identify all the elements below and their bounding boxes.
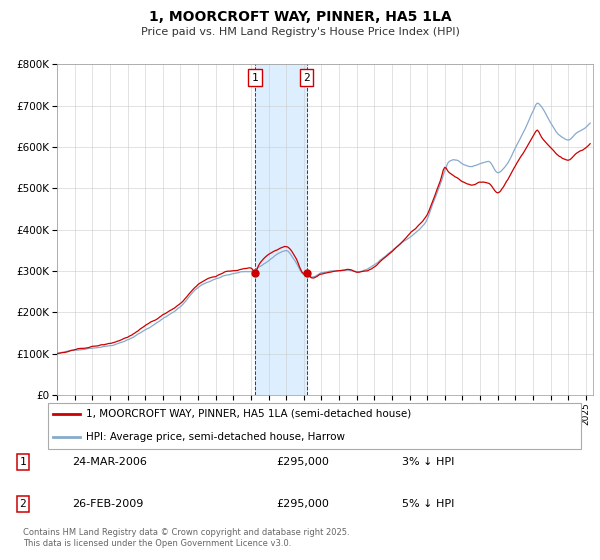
Text: HPI: Average price, semi-detached house, Harrow: HPI: Average price, semi-detached house,… xyxy=(86,432,344,442)
Text: 1, MOORCROFT WAY, PINNER, HA5 1LA: 1, MOORCROFT WAY, PINNER, HA5 1LA xyxy=(149,10,451,24)
Text: Contains HM Land Registry data © Crown copyright and database right 2025.
This d: Contains HM Land Registry data © Crown c… xyxy=(23,528,349,548)
Text: 1, MOORCROFT WAY, PINNER, HA5 1LA (semi-detached house): 1, MOORCROFT WAY, PINNER, HA5 1LA (semi-… xyxy=(86,409,411,419)
Text: 2: 2 xyxy=(303,73,310,83)
Text: 1: 1 xyxy=(251,73,259,83)
Bar xyxy=(255,64,307,395)
Text: 26-FEB-2009: 26-FEB-2009 xyxy=(72,499,143,509)
Text: 3% ↓ HPI: 3% ↓ HPI xyxy=(402,457,454,467)
FancyBboxPatch shape xyxy=(48,404,581,449)
Text: Price paid vs. HM Land Registry's House Price Index (HPI): Price paid vs. HM Land Registry's House … xyxy=(140,27,460,37)
Text: 24-MAR-2006: 24-MAR-2006 xyxy=(72,457,147,467)
Text: 2: 2 xyxy=(19,499,26,509)
Text: 5% ↓ HPI: 5% ↓ HPI xyxy=(402,499,454,509)
Text: £295,000: £295,000 xyxy=(276,457,329,467)
Text: £295,000: £295,000 xyxy=(276,499,329,509)
Text: 1: 1 xyxy=(19,457,26,467)
